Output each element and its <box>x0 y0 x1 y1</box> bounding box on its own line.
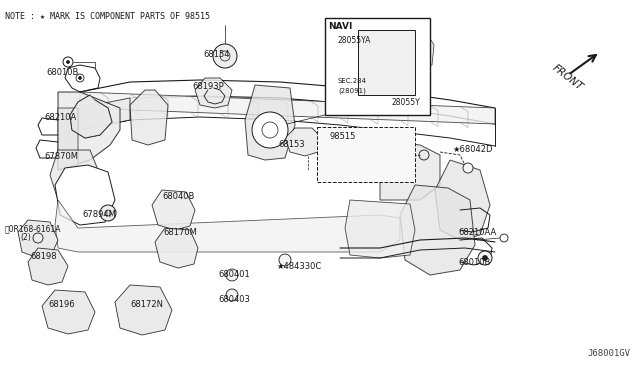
Text: 28055YA: 28055YA <box>338 36 371 45</box>
Text: 0R168-6161A: 0R168-6161A <box>5 224 61 233</box>
Polygon shape <box>345 200 415 258</box>
Text: FRONT: FRONT <box>550 63 584 93</box>
Circle shape <box>463 163 473 173</box>
Text: 98515: 98515 <box>330 132 356 141</box>
Text: (28091): (28091) <box>338 87 366 93</box>
Text: SEC.284: SEC.284 <box>338 78 367 84</box>
Polygon shape <box>245 85 295 160</box>
Text: 68010B: 68010B <box>46 68 78 77</box>
Polygon shape <box>130 90 168 145</box>
Circle shape <box>79 77 81 80</box>
Text: ★484330C: ★484330C <box>276 262 321 271</box>
Polygon shape <box>155 228 198 268</box>
Polygon shape <box>435 160 490 240</box>
Polygon shape <box>195 78 232 108</box>
Text: 68172N: 68172N <box>130 300 163 309</box>
Polygon shape <box>28 248 68 285</box>
Circle shape <box>279 254 291 266</box>
Text: 680403: 680403 <box>218 295 250 304</box>
Polygon shape <box>285 128 322 156</box>
Polygon shape <box>58 92 120 170</box>
Text: 68193P: 68193P <box>192 82 224 91</box>
Text: 68210A: 68210A <box>44 113 76 122</box>
Text: 28055Y: 28055Y <box>392 98 420 107</box>
Polygon shape <box>115 285 172 335</box>
Text: (2): (2) <box>20 233 31 242</box>
Text: 68196: 68196 <box>48 300 75 309</box>
Text: 68170M: 68170M <box>163 228 197 237</box>
Text: 68154: 68154 <box>203 50 230 59</box>
Polygon shape <box>18 220 58 258</box>
Text: 68040B: 68040B <box>162 192 195 201</box>
Circle shape <box>33 233 43 243</box>
Circle shape <box>226 289 238 301</box>
Circle shape <box>483 256 488 260</box>
Bar <box>358 30 415 95</box>
Circle shape <box>252 112 288 148</box>
Polygon shape <box>80 98 130 130</box>
Circle shape <box>226 269 238 281</box>
Text: NAVI: NAVI <box>328 22 353 31</box>
Text: J68001GV: J68001GV <box>587 349 630 358</box>
Polygon shape <box>55 200 400 252</box>
Text: 68010B: 68010B <box>458 258 490 267</box>
Text: 680401: 680401 <box>218 270 250 279</box>
Polygon shape <box>55 165 115 225</box>
Text: 68153: 68153 <box>278 140 305 149</box>
Polygon shape <box>368 95 392 115</box>
Polygon shape <box>400 185 475 275</box>
Text: 67894M: 67894M <box>82 210 116 219</box>
Polygon shape <box>70 95 112 138</box>
Polygon shape <box>380 140 440 200</box>
Polygon shape <box>42 290 95 334</box>
Polygon shape <box>152 190 195 230</box>
Bar <box>317 127 415 182</box>
Polygon shape <box>80 92 495 124</box>
Text: NOTE : ★ MARK IS COMPONENT PARTS OF 98515: NOTE : ★ MARK IS COMPONENT PARTS OF 9851… <box>5 12 210 21</box>
Circle shape <box>213 44 237 68</box>
Polygon shape <box>415 35 434 68</box>
Polygon shape <box>328 28 350 58</box>
Polygon shape <box>50 150 100 205</box>
Text: 67870M: 67870M <box>44 152 78 161</box>
Circle shape <box>67 61 70 64</box>
Circle shape <box>478 251 492 265</box>
Bar <box>325 18 430 115</box>
Text: 68198: 68198 <box>30 252 56 261</box>
Polygon shape <box>58 108 78 170</box>
Circle shape <box>100 205 116 221</box>
Text: 68210AA: 68210AA <box>458 228 496 237</box>
Text: ★68042D: ★68042D <box>452 145 493 154</box>
